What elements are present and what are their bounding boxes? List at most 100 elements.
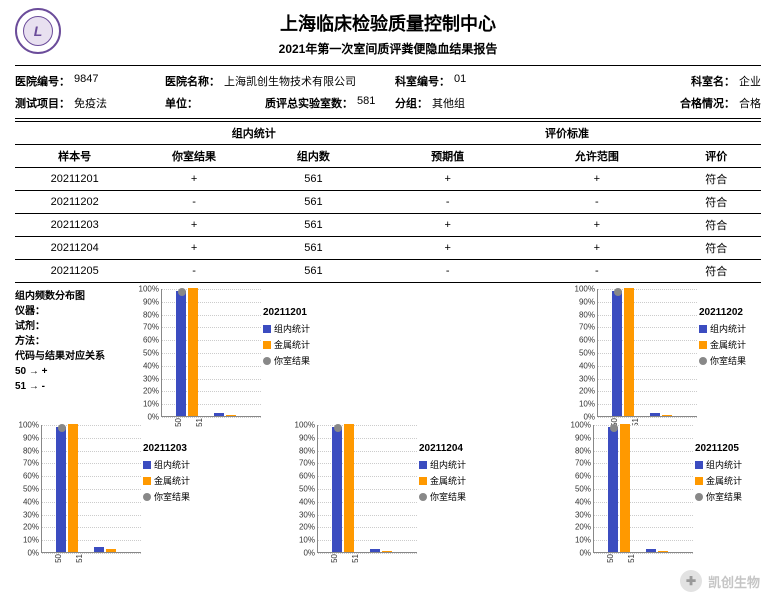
- cell-range: -: [522, 191, 671, 214]
- chart-20211203: 100%90%80%70%60%50%40%30%20%10%0%5051202…: [17, 425, 205, 553]
- chart-title: 20211204: [419, 443, 481, 454]
- marker-your-result: [334, 424, 342, 432]
- note-method: 方法：: [15, 334, 133, 349]
- legend-item: 组内统计: [419, 458, 481, 471]
- col-group-stat: 组内统计: [134, 122, 373, 145]
- bar-group-stat: [176, 291, 186, 416]
- lab-count-label: 质评总实验室数：: [265, 95, 353, 111]
- chart-20211201: 100%90%80%70%60%50%40%30%20%10%0%5051202…: [137, 289, 325, 417]
- cell-expected: +: [373, 214, 522, 237]
- col-your-result: 你室结果: [134, 145, 253, 168]
- watermark: ✚ 凯创生物: [680, 570, 760, 592]
- lab-count: 581: [357, 95, 375, 111]
- chart-title: 20211205: [695, 443, 757, 454]
- cell-sample: 20211201: [15, 168, 134, 191]
- legend-item: 你室结果: [143, 490, 205, 503]
- legend-item: 金属统计: [695, 474, 757, 487]
- watermark-text: 凯创生物: [708, 572, 760, 591]
- bar-all-stat: [188, 288, 198, 416]
- legend-item: 你室结果: [695, 490, 757, 503]
- note-title: 组内频数分布图: [15, 289, 133, 304]
- legend-item: 你室结果: [263, 354, 325, 367]
- cell-range: +: [522, 168, 671, 191]
- cell-count: 561: [254, 191, 373, 214]
- cell-range: +: [522, 214, 671, 237]
- table-row: 20211204+561++符合: [15, 237, 761, 260]
- cell-count: 561: [254, 214, 373, 237]
- chart-20211204: 100%90%80%70%60%50%40%30%20%10%0%5051202…: [293, 425, 481, 553]
- cell-assess: 符合: [671, 237, 761, 260]
- hospital-name: 上海凯创生物技术有限公司: [224, 73, 356, 89]
- cell-expected: +: [373, 168, 522, 191]
- hospital-code: 9847: [74, 73, 98, 89]
- bar-all-stat: [624, 288, 634, 416]
- legend-item: 金属统计: [699, 338, 761, 351]
- col-expected: 预期值: [373, 145, 522, 168]
- bar-group-stat: [612, 291, 622, 416]
- legend-item: 组内统计: [263, 322, 325, 335]
- cell-your: +: [134, 214, 253, 237]
- table-row: 20211205-561--符合: [15, 260, 761, 283]
- cell-assess: 符合: [671, 168, 761, 191]
- bar-all-stat: [344, 424, 354, 552]
- dept-code-label: 科室编号：: [395, 73, 450, 89]
- marker-your-result: [610, 424, 618, 432]
- bar-all-stat: [620, 424, 630, 552]
- note-code-50: 50 → +: [15, 364, 133, 379]
- info-section: 医院编号：9847 医院名称：上海凯创生物技术有限公司 科室编号：01 科室名：…: [15, 65, 761, 119]
- note-reagent: 试剂：: [15, 319, 133, 334]
- chart-title: 20211203: [143, 443, 205, 454]
- cell-expected: -: [373, 191, 522, 214]
- chart-title: 20211202: [699, 307, 761, 318]
- dept-name: 企业: [739, 73, 761, 89]
- table-row: 20211201+561++符合: [15, 168, 761, 191]
- legend-item: 金属统计: [419, 474, 481, 487]
- legend-item: 组内统计: [699, 322, 761, 335]
- hospital-code-label: 医院编号：: [15, 73, 70, 89]
- col-assess: 评价: [671, 145, 761, 168]
- chart-20211205: 100%90%80%70%60%50%40%30%20%10%0%5051202…: [569, 425, 757, 553]
- legend-item: 你室结果: [419, 490, 481, 503]
- col-count: 组内数: [254, 145, 373, 168]
- cell-your: -: [134, 191, 253, 214]
- chart-20211202: 100%90%80%70%60%50%40%30%20%10%0%5051202…: [573, 289, 761, 417]
- cell-your: -: [134, 260, 253, 283]
- bar-group-stat: [608, 427, 618, 552]
- charts-area: 100%90%80%70%60%50%40%30%20%10%0%5051202…: [137, 289, 761, 561]
- cell-count: 561: [254, 168, 373, 191]
- note-code-map: 代码与结果对应关系: [15, 349, 133, 364]
- legend-item: 金属统计: [143, 474, 205, 487]
- hospital-name-label: 医院名称：: [165, 73, 220, 89]
- cell-range: +: [522, 237, 671, 260]
- marker-your-result: [58, 424, 66, 432]
- cell-sample: 20211202: [15, 191, 134, 214]
- page-title: 上海临床检验质量控制中心: [15, 8, 761, 36]
- cell-range: -: [522, 260, 671, 283]
- col-range: 允许范围: [522, 145, 671, 168]
- legend-item: 你室结果: [699, 354, 761, 367]
- org-logo-inner: L: [23, 16, 53, 46]
- cell-expected: -: [373, 260, 522, 283]
- marker-your-result: [178, 288, 186, 296]
- cell-count: 561: [254, 260, 373, 283]
- test-item-label: 测试项目：: [15, 95, 70, 111]
- unit-label: 单位：: [165, 95, 198, 111]
- dept-code: 01: [454, 73, 466, 89]
- marker-your-result: [614, 288, 622, 296]
- cell-sample: 20211203: [15, 214, 134, 237]
- wechat-icon: ✚: [680, 570, 702, 592]
- cell-your: +: [134, 237, 253, 260]
- bar-all-stat: [68, 424, 78, 552]
- col-sample: 样本号: [15, 145, 134, 168]
- bar-group-stat: [56, 427, 66, 552]
- legend-item: 组内统计: [143, 458, 205, 471]
- cell-assess: 符合: [671, 260, 761, 283]
- cell-expected: +: [373, 237, 522, 260]
- report-header: L 上海临床检验质量控制中心 2021年第一次室间质评粪便隐血结果报告: [15, 8, 761, 57]
- col-eval-std: 评价标准: [373, 122, 761, 145]
- group-value: 其他组: [432, 95, 465, 111]
- cell-count: 561: [254, 237, 373, 260]
- cell-your: +: [134, 168, 253, 191]
- results-table: 组内统计 评价标准 样本号 你室结果 组内数 预期值 允许范围 评价 20211…: [15, 121, 761, 283]
- table-row: 20211202-561--符合: [15, 191, 761, 214]
